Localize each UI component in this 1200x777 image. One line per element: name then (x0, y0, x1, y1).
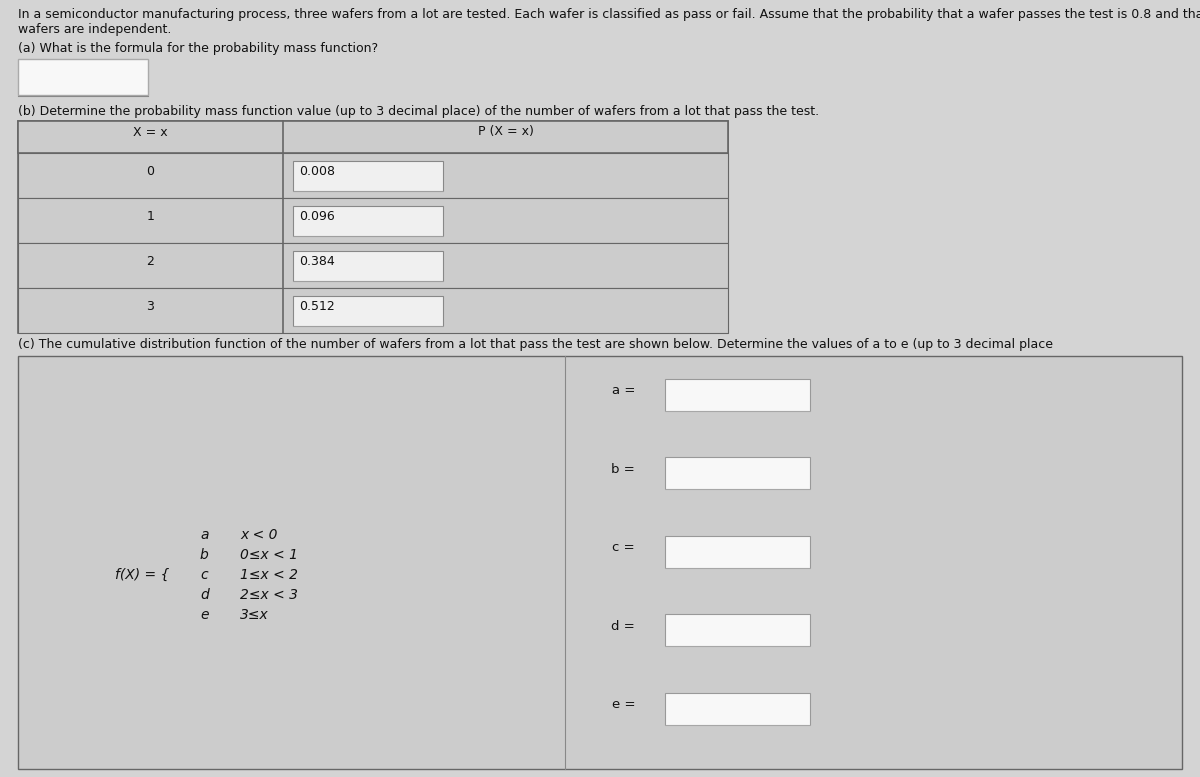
Bar (18, 121, 728, 153)
Bar (293, 161, 443, 190)
Bar (665, 457, 810, 490)
Bar (18, 59, 148, 95)
Bar (293, 295, 443, 326)
Bar (665, 536, 810, 568)
Text: c =: c = (612, 542, 635, 554)
Text: 0.384: 0.384 (299, 255, 335, 268)
Text: a: a (200, 528, 209, 542)
Text: d =: d = (611, 620, 635, 633)
Bar (665, 693, 810, 725)
Text: 0.008: 0.008 (299, 165, 335, 178)
Text: 0≤x < 1: 0≤x < 1 (240, 548, 298, 562)
Bar (18, 153, 728, 198)
Text: wafers are independent.: wafers are independent. (18, 23, 172, 36)
Bar (665, 378, 810, 410)
Text: P (X = x): P (X = x) (478, 126, 534, 138)
Text: b =: b = (611, 462, 635, 476)
Text: X = x: X = x (133, 126, 168, 138)
Text: c: c (200, 568, 208, 582)
Bar (18, 356, 1182, 769)
Text: 1: 1 (146, 210, 155, 223)
Bar (18, 198, 728, 243)
Text: d: d (200, 588, 209, 602)
Text: 0.096: 0.096 (299, 210, 335, 223)
Text: e =: e = (612, 699, 635, 712)
Text: 2≤x < 3: 2≤x < 3 (240, 588, 298, 602)
Text: In a semiconductor manufacturing process, three wafers from a lot are tested. Ea: In a semiconductor manufacturing process… (18, 8, 1200, 21)
Text: 0: 0 (146, 165, 155, 178)
Bar (665, 615, 810, 646)
Text: (a) What is the formula for the probability mass function?: (a) What is the formula for the probabil… (18, 42, 378, 55)
Bar (18, 243, 728, 288)
Text: 0.512: 0.512 (299, 300, 335, 313)
Text: 2: 2 (146, 255, 155, 268)
Text: b: b (200, 548, 209, 562)
Text: (b) Determine the probability mass function value (up to 3 decimal place) of the: (b) Determine the probability mass funct… (18, 105, 820, 118)
Text: 1≤x < 2: 1≤x < 2 (240, 568, 298, 582)
Bar (18, 288, 728, 333)
Bar (18, 121, 728, 333)
Text: x < 0: x < 0 (240, 528, 277, 542)
Text: a =: a = (612, 384, 635, 397)
Bar (293, 205, 443, 235)
Text: f(X) = {: f(X) = { (115, 568, 169, 582)
Text: 3≤x: 3≤x (240, 608, 269, 622)
Text: 3: 3 (146, 300, 155, 313)
Bar (293, 250, 443, 280)
Text: (c) The cumulative distribution function of the number of wafers from a lot that: (c) The cumulative distribution function… (18, 338, 1054, 351)
Text: e: e (200, 608, 209, 622)
